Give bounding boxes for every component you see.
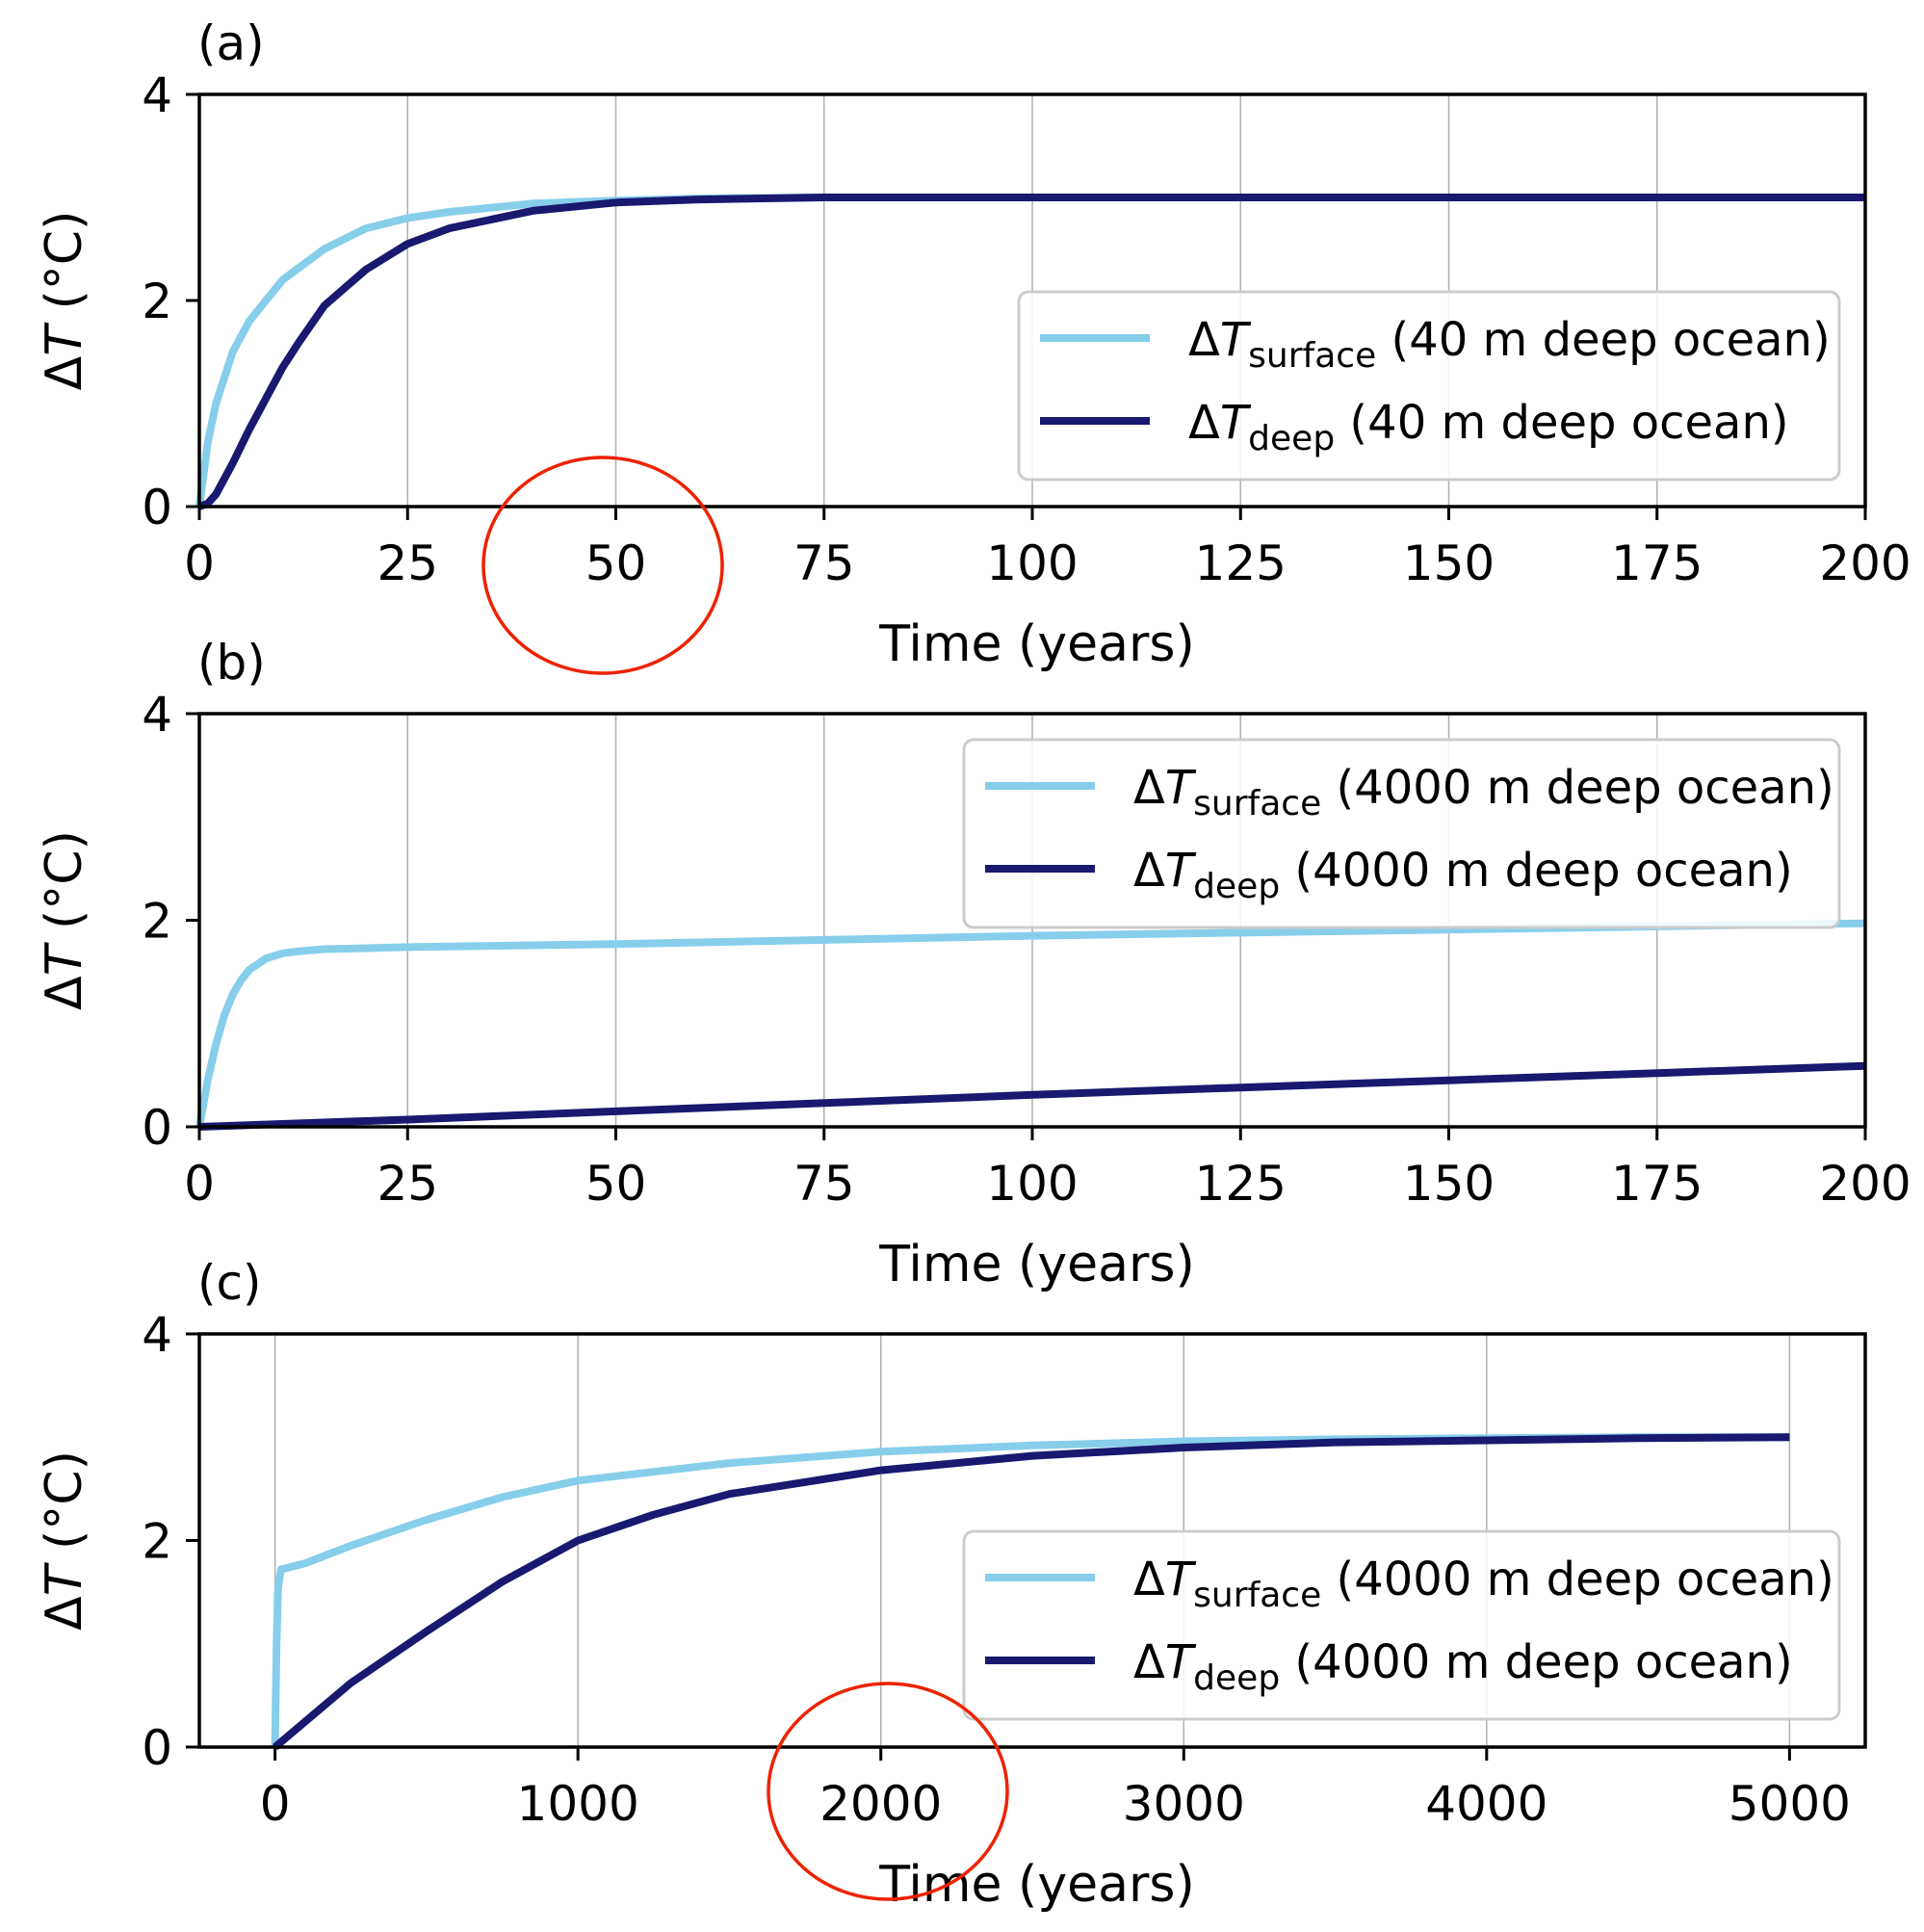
- series-line-deep: [198, 1061, 1866, 1131]
- annotation-circle: [767, 1682, 1009, 1901]
- legend-box: [962, 738, 1841, 929]
- x-tick-label: 1000: [517, 1776, 639, 1832]
- x-tick-label: 125: [1195, 535, 1287, 591]
- x-tick-label: 150: [1403, 1156, 1495, 1212]
- x-tick-label: 175: [1611, 535, 1703, 591]
- x-axis-label: Time (years): [878, 615, 1194, 673]
- y-tick-label: 0: [142, 1100, 172, 1156]
- panel-a: 0 25 50 75 100 125 150 175 200 0 2 4 Time (years) ΔT …: [36, 15, 1911, 673]
- series-line-surface: [195, 919, 1866, 1128]
- panel-label: (b): [197, 635, 266, 691]
- legend-entry-surface: ΔTsurface (4000 m deep ocean): [1133, 761, 1834, 823]
- x-axis-label: Time (years): [878, 1236, 1194, 1293]
- panel-b: 0 25 50 75 100 125 150 175 200 0 2 4 Time (years) ΔT …: [36, 635, 1911, 1293]
- x-tick-label: 4000: [1425, 1776, 1547, 1832]
- x-tick-label: 25: [377, 1156, 438, 1212]
- x-tick-label: 50: [585, 535, 647, 591]
- x-tick-label: 100: [986, 535, 1078, 591]
- y-axis-label: ΔT (°C): [36, 1450, 93, 1631]
- panel-c: 0 1000 2000 3000 4000 5000 0 2 4 Time (years) ΔT (…: [36, 1255, 1867, 1914]
- x-tick-label: 2000: [819, 1776, 942, 1832]
- x-tick-label: 50: [585, 1156, 647, 1212]
- legend: ΔTsurface (4000 m deep ocean) ΔTdeep (400…: [962, 738, 1841, 929]
- legend-box: [962, 1529, 1841, 1721]
- y-axis-label: ΔT (°C): [36, 211, 93, 391]
- x-tick-label: 175: [1611, 1156, 1703, 1212]
- y-axis-label: ΔT (°C): [36, 830, 93, 1010]
- series-line-deep: [273, 1433, 1790, 1751]
- x-axis-label: Time (years): [878, 1856, 1194, 1914]
- y-tick-label: 4: [142, 67, 172, 123]
- x-tick-label: 0: [260, 1776, 291, 1832]
- legend-entry-deep: ΔTdeep (4000 m deep ocean): [1133, 1635, 1793, 1698]
- y-tick-label: 2: [142, 894, 172, 950]
- panel-label: (a): [197, 15, 265, 71]
- x-tick-label: 25: [377, 535, 438, 591]
- y-tick-label: 4: [142, 1307, 172, 1363]
- x-tick-label: 75: [793, 535, 855, 591]
- y-tick-label: 0: [142, 1720, 172, 1776]
- x-tick-label: 75: [793, 1156, 855, 1212]
- x-tick-label: 200: [1819, 535, 1911, 591]
- x-tick-label: 150: [1403, 535, 1495, 591]
- x-tick-label: 0: [184, 1156, 215, 1212]
- legend-entry-deep: ΔTdeep (4000 m deep ocean): [1133, 844, 1793, 906]
- y-tick-label: 2: [142, 274, 172, 329]
- x-tick-label: 125: [1195, 1156, 1287, 1212]
- legend: ΔTsurface (4000 m deep ocean) ΔTdeep (400…: [962, 1529, 1841, 1721]
- legend-box: [1017, 290, 1841, 482]
- y-tick-label: 0: [142, 480, 172, 535]
- x-tick-label: 200: [1819, 1156, 1911, 1212]
- y-tick-label: 4: [142, 687, 172, 743]
- legend: ΔTsurface (40 m deep ocean) ΔTdeep (40 m …: [1017, 290, 1841, 482]
- panel-label: (c): [197, 1255, 262, 1311]
- series-line-deep: [197, 194, 1865, 510]
- legend-entry-surface: ΔTsurface (40 m deep ocean): [1188, 313, 1831, 376]
- legend-entry-surface: ΔTsurface (4000 m deep ocean): [1133, 1553, 1834, 1615]
- x-tick-label: 3000: [1123, 1776, 1245, 1832]
- y-tick-label: 2: [142, 1514, 172, 1570]
- x-tick-label: 5000: [1729, 1776, 1851, 1832]
- x-tick-label: 0: [184, 535, 215, 591]
- legend-entry-deep: ΔTdeep (40 m deep ocean): [1188, 396, 1789, 458]
- annotation-circle: [481, 456, 724, 675]
- x-tick-label: 100: [986, 1156, 1078, 1212]
